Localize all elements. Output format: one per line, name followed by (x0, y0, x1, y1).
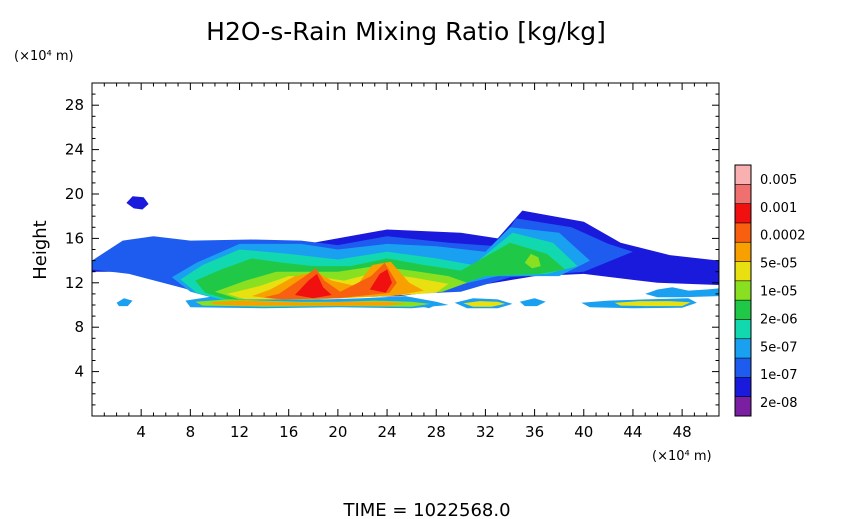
contour-region-level-8 (210, 300, 406, 306)
y-tick-label: 8 (74, 318, 84, 336)
contour-region-level-10 (369, 269, 392, 293)
colorbar-segment (735, 319, 751, 340)
colorbar-label: 2e-06 (760, 312, 798, 327)
contour-region-level-3 (519, 298, 546, 307)
contour-region-level-10 (294, 273, 332, 299)
contour-region-level-1 (126, 196, 149, 210)
colorbar-segment (735, 165, 751, 185)
colorbar-segment (735, 242, 751, 262)
colorbar-segment (735, 377, 751, 397)
colorbar-label: 1e-07 (760, 368, 798, 383)
colorbar-label: 1e-05 (760, 285, 798, 300)
mixing-ratio-field (92, 196, 719, 309)
y-tick-label: 24 (65, 141, 84, 159)
colorbar-label: 5e-07 (760, 340, 798, 355)
y-tick-label: 28 (65, 96, 84, 114)
x-tick-label: 20 (328, 423, 347, 441)
x-tick-label: 28 (427, 423, 446, 441)
contour-region-level-3 (415, 300, 439, 309)
x-tick-label: 40 (574, 423, 593, 441)
colorbar-segment (735, 261, 751, 282)
contour-region-level-3 (116, 298, 133, 307)
colorbar-frame (734, 164, 752, 417)
contour-region-level-9 (264, 262, 397, 300)
colorbar-segment (735, 338, 751, 359)
contour-region-level-6 (524, 253, 541, 269)
plot-frame (91, 82, 720, 417)
x-tick-label: 4 (136, 423, 146, 441)
y-axis-label: Height (30, 220, 51, 280)
colorbar-label: 0.005 (760, 173, 797, 188)
colorbar-segment (735, 280, 751, 301)
contour-region-level-7 (614, 301, 691, 307)
contour-region-level-3 (645, 287, 719, 298)
colorbar-segment (735, 203, 751, 224)
colorbar-segment (735, 358, 751, 378)
x-tick-label: 32 (476, 423, 495, 441)
colorbar-segment (735, 184, 751, 204)
x-tick-label: 8 (186, 423, 196, 441)
x-tick-label: 36 (525, 423, 544, 441)
colorbar-label: 5e-05 (760, 257, 798, 272)
x-tick-label: 48 (673, 423, 692, 441)
y-tick-label: 4 (74, 363, 84, 381)
contour-region-level-1 (626, 247, 652, 262)
y-tick-label: 16 (65, 229, 84, 247)
x-unit-label: (×10⁴ m) (652, 449, 712, 464)
y-tick-label: 12 (65, 274, 84, 292)
chart-title: H2O-s-Rain Mixing Ratio [kg/kg] (206, 17, 606, 46)
x-tick-label: 24 (378, 423, 397, 441)
colorbar-label: 0.001 (760, 201, 797, 216)
colorbar-segment (735, 396, 751, 417)
colorbar-segment (735, 300, 751, 320)
colorbar: 2e-08 1e-07 5e-07 2e-06 1e-05 5e-05 0.0002 0.00… (734, 164, 806, 417)
colorbar-segment (735, 222, 751, 243)
x-tick-label: 16 (279, 423, 298, 441)
x-tick-label: 44 (623, 423, 642, 441)
colorbar-label: 0.0002 (760, 229, 806, 244)
colorbar-label: 2e-08 (760, 396, 798, 411)
contour-region-level-7 (463, 301, 506, 307)
y-unit-label: (×10⁴ m) (14, 49, 74, 64)
y-tick-label: 20 (65, 185, 84, 203)
x-tick-label: 12 (230, 423, 249, 441)
footer-time: TIME = 1022568.0 (342, 500, 510, 519)
